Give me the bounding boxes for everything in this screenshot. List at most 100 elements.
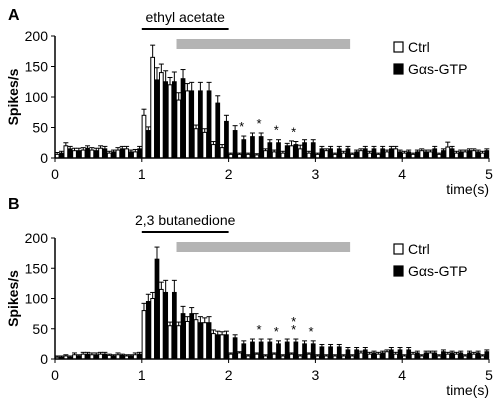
gas-gtp-bar (250, 136, 255, 159)
ctrl-bar (158, 72, 164, 159)
gas-gtp-bar (310, 142, 316, 159)
y-tick-label: 100 (25, 291, 49, 307)
gas-gtp-bar (293, 341, 299, 360)
gas-gtp-bar (224, 120, 229, 159)
legend-label: Gαs-GTP (408, 61, 467, 77)
ctrl-bar (211, 333, 216, 360)
significance-star: * (291, 322, 296, 337)
gas-gtp-bar (145, 301, 151, 360)
gas-gtp-bar (250, 341, 255, 360)
gas-gtp-bar (276, 343, 281, 360)
gas-gtp-bar (119, 148, 125, 159)
ctrl-bar (219, 334, 225, 360)
ctrl-bar (384, 351, 390, 360)
gas-gtp-bar (467, 150, 472, 159)
gas-gtp-bar (302, 343, 307, 360)
x-tick-label: 5 (485, 166, 493, 182)
y-tick-label: 150 (25, 59, 49, 75)
significance-star: * (256, 116, 261, 131)
gas-gtp-bar (423, 151, 429, 159)
gas-gtp-bar (484, 150, 490, 159)
panel-label: A (8, 7, 20, 24)
ctrl-bar (271, 151, 277, 159)
gas-gtp-bar (180, 78, 186, 159)
ctrl-bar (167, 325, 173, 360)
ctrl-bar (167, 84, 173, 159)
gas-gtp-bar (475, 151, 481, 159)
gas-gtp-bar (276, 142, 281, 159)
y-tick-label: 50 (32, 120, 48, 136)
ctrl-bar (141, 114, 147, 159)
gas-gtp-bar (475, 352, 481, 360)
gas-gtp-bar (380, 148, 386, 159)
gas-gtp-bar (371, 352, 377, 360)
shaded-period-bar (176, 242, 351, 252)
gas-gtp-bar (319, 346, 325, 360)
gas-gtp-bar (67, 148, 73, 159)
gas-gtp-bar (467, 352, 472, 360)
ctrl-bar (176, 325, 182, 360)
gas-gtp-bar (102, 148, 108, 159)
ctrl-bar (471, 150, 477, 159)
ctrl-bar (211, 144, 216, 159)
ctrl-bar (80, 149, 86, 159)
gas-gtp-bar (484, 351, 490, 360)
gas-gtp-bar (362, 349, 368, 360)
y-axis-label: Spikes/s (5, 270, 21, 327)
gas-gtp-bar (354, 151, 359, 159)
ctrl-bar (445, 146, 451, 159)
x-tick-label: 0 (51, 367, 59, 383)
ctrl-bar (150, 56, 156, 159)
y-axis-label: Spikes/s (5, 68, 21, 125)
x-tick-label: 2 (225, 166, 233, 182)
gas-gtp-bar (319, 148, 325, 159)
legend-label: Gαs-GTP (408, 263, 467, 279)
y-tick-label: 150 (25, 260, 49, 276)
gas-gtp-bar (336, 148, 342, 159)
gas-gtp-bar (302, 142, 307, 159)
gas-gtp-bar (267, 142, 273, 159)
ctrl-bar (176, 99, 182, 159)
panel-label: B (8, 196, 20, 213)
ctrl-bar (158, 288, 164, 360)
gas-gtp-bar (380, 352, 386, 360)
gas-gtp-bar (328, 346, 333, 360)
x-tick-label: 3 (312, 166, 320, 182)
ctrl-bar (297, 148, 303, 159)
gas-gtp-bar (449, 148, 455, 159)
significance-star: * (274, 123, 279, 138)
gas-gtp-bar (258, 341, 264, 360)
gas-gtp-bar (293, 144, 299, 159)
ctrl-bar (358, 150, 364, 159)
gas-gtp-bar (345, 349, 351, 360)
gas-gtp-bar (415, 352, 420, 360)
x-tick-label: 4 (398, 367, 406, 383)
gas-gtp-bar (406, 349, 412, 360)
ctrl-bar (185, 320, 190, 360)
gas-gtp-bar (423, 352, 429, 360)
gas-gtp-bar (258, 136, 264, 159)
gas-gtp-bar (388, 148, 394, 159)
ctrl-bar (89, 149, 95, 159)
gas-gtp-bar (458, 352, 464, 360)
significance-star: * (291, 314, 296, 329)
ctrl-bar (202, 131, 208, 159)
x-tick-label: 1 (138, 166, 146, 182)
x-tick-label: 5 (485, 367, 493, 383)
gas-gtp-bar (128, 151, 134, 159)
gas-gtp-bar (198, 90, 203, 159)
ctrl-bar (237, 352, 242, 360)
gas-gtp-bar (76, 150, 82, 159)
gas-gtp-bar (388, 349, 394, 360)
legend-swatch (393, 243, 404, 255)
ctrl-bar (289, 145, 294, 159)
gas-gtp-bar (171, 81, 177, 159)
ctrl-bar (393, 148, 399, 159)
significance-star: * (256, 322, 261, 337)
gas-gtp-bar (215, 334, 221, 360)
ctrl-bar (72, 150, 77, 159)
ctrl-bar (98, 147, 103, 159)
gas-gtp-bar (241, 343, 247, 360)
x-tick-label: 2 (225, 367, 233, 383)
gas-gtp-bar (145, 130, 151, 159)
